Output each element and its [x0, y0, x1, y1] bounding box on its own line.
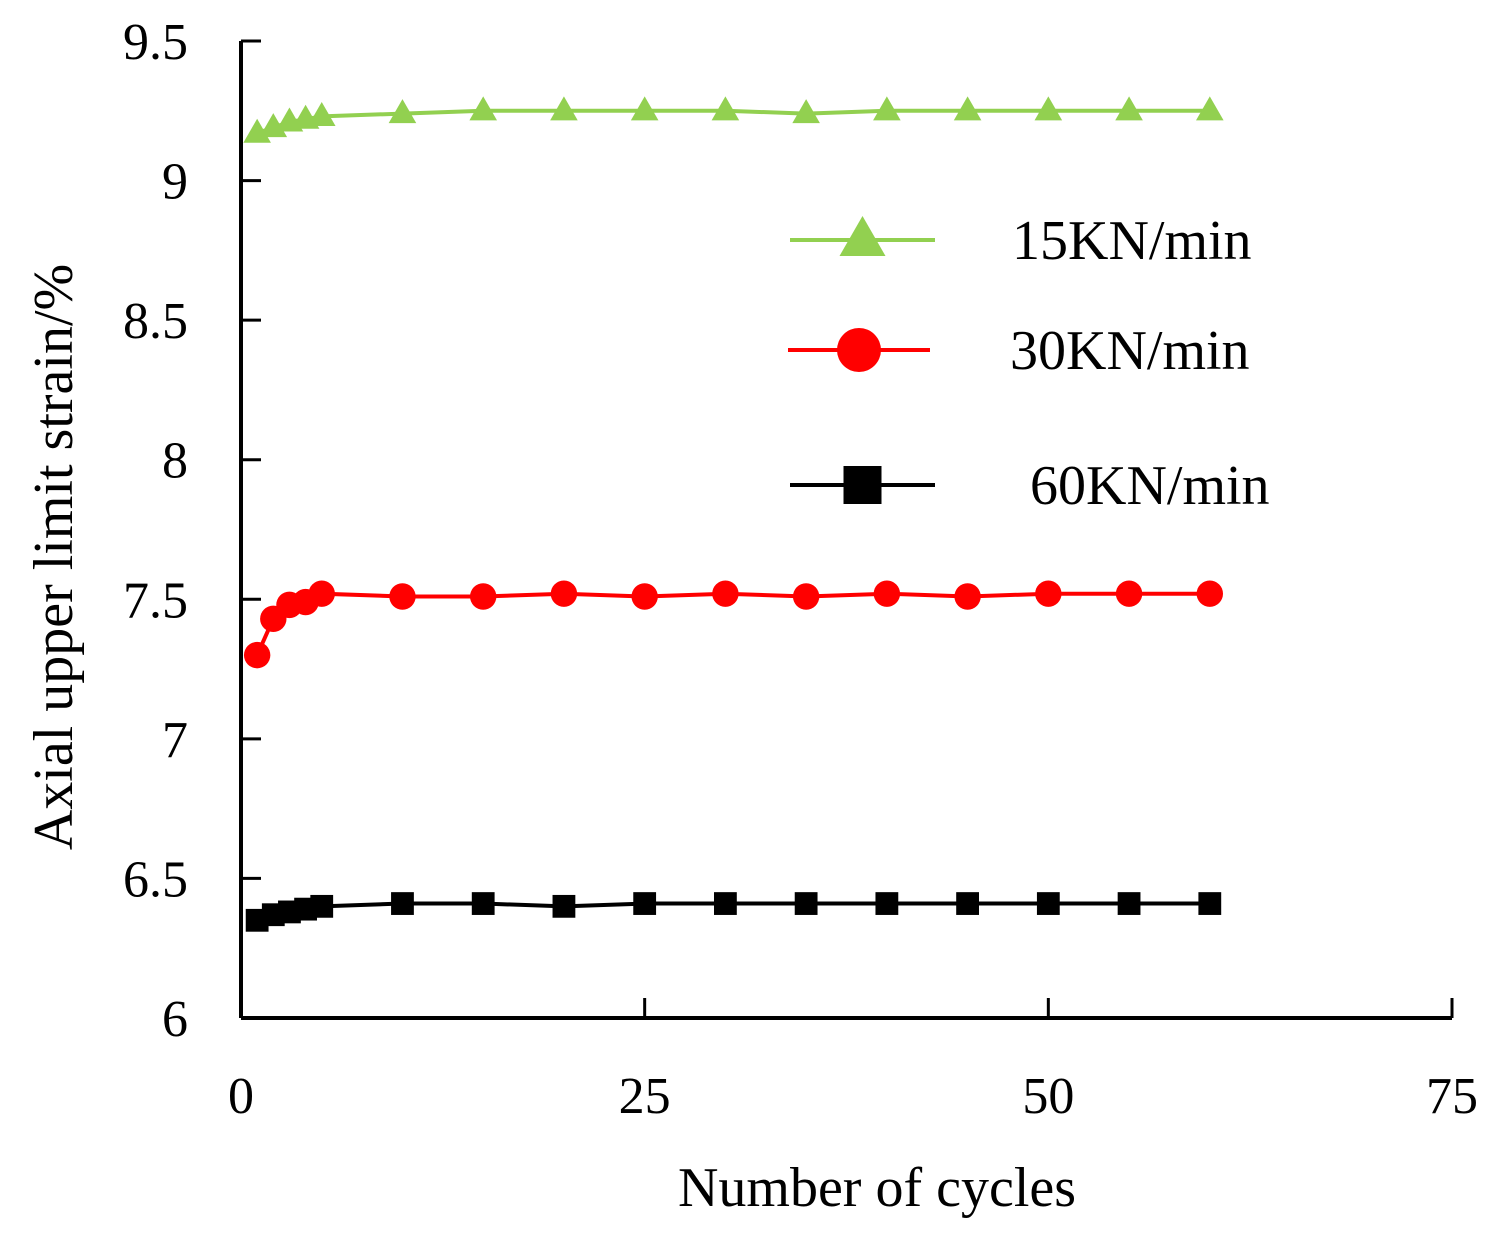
data-point: [470, 583, 497, 610]
data-point: [1198, 892, 1222, 915]
data-point: [307, 101, 336, 126]
data-point: [953, 96, 982, 121]
legend-label: 30KN/min: [1010, 320, 1250, 382]
legend-entry: 60KN/min: [790, 455, 1270, 517]
y-tick-label: 9.5: [123, 14, 188, 71]
data-point: [308, 580, 335, 607]
data-point: [552, 894, 576, 918]
data-point: [873, 96, 901, 121]
legend-entry: 30KN/min: [788, 320, 1250, 382]
y-tick-label: 8.5: [123, 293, 188, 350]
legend-label: 60KN/min: [1030, 455, 1270, 517]
data-point: [1117, 892, 1141, 915]
data-point: [1036, 892, 1060, 915]
data-point: [631, 583, 658, 610]
legend: 15KN/min 30KN/min 60KN/min: [788, 210, 1270, 517]
legend-marker: [837, 328, 881, 372]
legend-label: 15KN/min: [1012, 210, 1252, 272]
data-point: [714, 892, 737, 915]
data-point: [875, 892, 899, 915]
data-point: [389, 583, 416, 610]
data-point: [873, 580, 901, 607]
legend-entry: 15KN/min: [790, 210, 1252, 272]
series-0: [243, 96, 1224, 143]
y-tick-label: 6.5: [123, 851, 188, 908]
series-layer: [243, 96, 1224, 932]
data-point: [954, 583, 981, 610]
x-axis-title: Number of cycles: [678, 1157, 1076, 1219]
x-tick-label: 50: [1022, 1068, 1074, 1125]
data-point: [388, 99, 417, 124]
legend-marker: [839, 216, 886, 256]
data-point: [1196, 580, 1224, 607]
axes: 6 6.5 7 7.5 8 8.5 9 9.5 0 25 50 75: [123, 14, 1478, 1125]
data-point: [310, 894, 334, 918]
y-tick-label: 6: [162, 991, 188, 1048]
data-point: [633, 892, 657, 915]
data-point: [792, 99, 820, 124]
data-point: [711, 96, 740, 121]
legend-marker: [843, 466, 882, 504]
y-tick-label: 9: [162, 154, 188, 211]
data-point: [550, 96, 578, 121]
data-point: [712, 580, 739, 607]
y-axis-title: Axial upper limit strain/%: [23, 264, 85, 850]
y-tick-label: 8: [162, 433, 188, 490]
data-point: [1196, 96, 1224, 121]
series-1: [243, 580, 1224, 669]
data-point: [550, 580, 578, 607]
y-tick-label: 7: [162, 712, 188, 769]
x-tick-label: 0: [228, 1068, 254, 1125]
y-tick-label: 7.5: [123, 572, 188, 629]
x-tick-label: 75: [1426, 1068, 1478, 1125]
x-tick-label: 25: [619, 1068, 671, 1125]
data-point: [1115, 96, 1143, 121]
data-point: [1115, 580, 1143, 607]
data-point: [792, 583, 820, 610]
data-point: [243, 641, 271, 669]
data-point: [469, 96, 497, 121]
data-point: [1035, 580, 1062, 607]
data-point: [956, 892, 979, 915]
data-point: [794, 892, 818, 915]
data-point: [630, 96, 659, 121]
data-point: [391, 892, 414, 915]
data-point: [1034, 96, 1063, 121]
series-2: [245, 892, 1222, 932]
data-point: [471, 892, 495, 915]
